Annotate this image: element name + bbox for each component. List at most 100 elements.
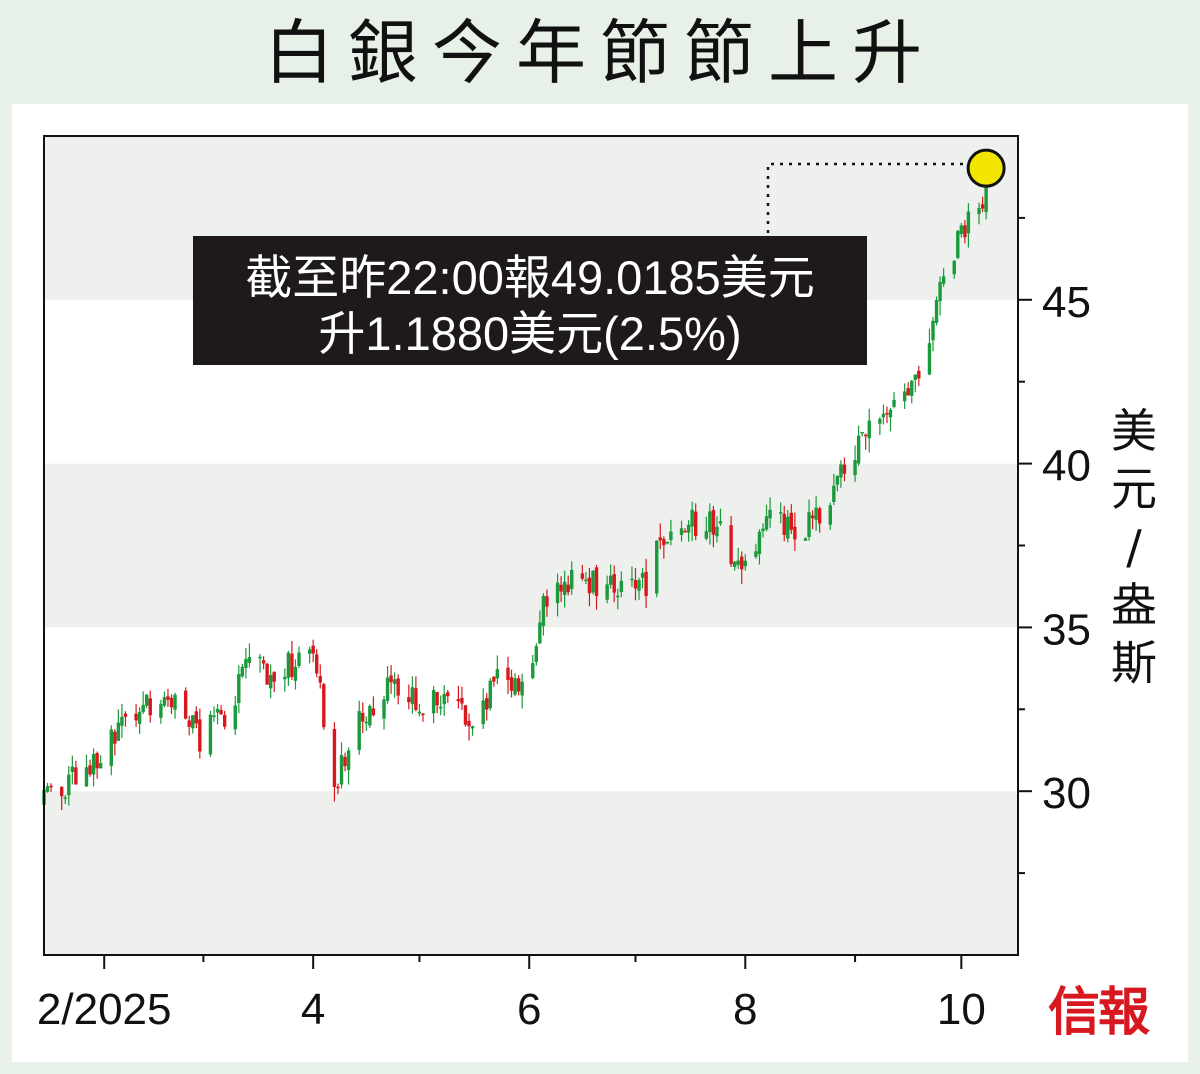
candle-body (892, 399, 896, 407)
candle-body (715, 526, 719, 537)
candle-body (343, 756, 347, 767)
candle-body (616, 595, 620, 598)
candle-body (630, 578, 634, 581)
annotation-line-2: 升1.1880美元(2.5%) (318, 307, 741, 360)
candle-body (807, 512, 811, 537)
candle-body (534, 646, 539, 662)
candle-body (137, 711, 142, 724)
candle-body (984, 168, 988, 213)
candle-body (219, 710, 223, 715)
candle-body (817, 508, 822, 524)
candle-body (881, 413, 886, 418)
candle-body (927, 343, 932, 375)
candle-body (814, 507, 818, 520)
candle-body (545, 596, 549, 607)
candle-body (828, 505, 832, 525)
candle-body (605, 584, 609, 600)
candle-body (793, 526, 797, 540)
band-1 (44, 463, 1018, 628)
candle-body (959, 225, 964, 234)
candle-body (159, 704, 163, 718)
candle-body (888, 409, 893, 418)
candle-body (754, 551, 758, 557)
candle-body (729, 525, 733, 565)
candle-body (463, 705, 468, 725)
candle-body (481, 700, 485, 725)
candle-body (520, 681, 524, 696)
candle-body (116, 722, 121, 741)
y-axis-label-char: 盎 (1111, 578, 1157, 632)
candle-body (566, 584, 570, 593)
candle-body (385, 677, 390, 701)
candle-body (584, 579, 588, 582)
candle-body (88, 765, 92, 775)
candle-body (91, 754, 96, 775)
candle-body (215, 708, 220, 713)
candle-body (910, 380, 914, 396)
candle-body (966, 211, 971, 234)
candle-body (612, 574, 616, 593)
candle-body (389, 675, 393, 683)
candle-body (109, 729, 113, 767)
x-tick-label: 10 (937, 985, 986, 1034)
candle-body (704, 531, 709, 539)
candle-body (336, 786, 340, 789)
candle-body (740, 556, 744, 570)
candle-body (222, 714, 227, 727)
candle-body (208, 714, 213, 755)
y-axis-label-char: 美 (1111, 404, 1157, 458)
candle-body (495, 669, 500, 679)
candle-body (732, 561, 737, 567)
candle-body (244, 658, 248, 668)
candle-body (357, 711, 361, 751)
candle-body (594, 567, 599, 596)
candle-body (718, 521, 723, 524)
candle-body (941, 276, 946, 284)
candle-body (247, 657, 252, 663)
candle-body (268, 674, 273, 689)
candle-body (619, 580, 624, 593)
candle-body (191, 715, 195, 729)
candle-body (120, 716, 124, 726)
candle-body (580, 573, 585, 579)
candle-body (902, 391, 907, 402)
candle-body (555, 582, 560, 604)
y-tick-label: 35 (1042, 605, 1091, 654)
candle-body (187, 720, 191, 727)
candle-body (938, 281, 942, 302)
candle-body (492, 676, 496, 682)
candle-body (934, 300, 939, 323)
candle-body (169, 697, 174, 708)
candle-body (60, 786, 64, 797)
candle-body (665, 541, 670, 544)
candle-body (240, 666, 245, 677)
candle-body (633, 580, 638, 589)
candle-body (679, 528, 684, 535)
candle-body (878, 418, 882, 424)
candle-body (173, 694, 177, 710)
candle-body (853, 460, 857, 476)
candle-body (396, 678, 400, 696)
candle-body (332, 728, 337, 788)
y-axis-label-char: 斯 (1111, 636, 1157, 690)
candle-body (183, 690, 188, 719)
candle-body (867, 420, 871, 439)
candle-body (95, 753, 99, 769)
candle-body (49, 785, 53, 788)
candle-body (906, 388, 910, 396)
band-0 (44, 791, 1018, 955)
candle-body (864, 434, 868, 437)
y-tick-label: 40 (1042, 442, 1091, 491)
candle-body (690, 509, 694, 527)
candle-body (977, 208, 981, 215)
candle-body (778, 512, 783, 514)
candle-body (442, 693, 446, 705)
candle-body (438, 706, 443, 709)
candle-body (768, 509, 772, 519)
candle-body (963, 225, 967, 238)
candle-body (485, 698, 489, 710)
y-tick-label: 45 (1042, 278, 1091, 327)
candle-body (842, 464, 847, 474)
